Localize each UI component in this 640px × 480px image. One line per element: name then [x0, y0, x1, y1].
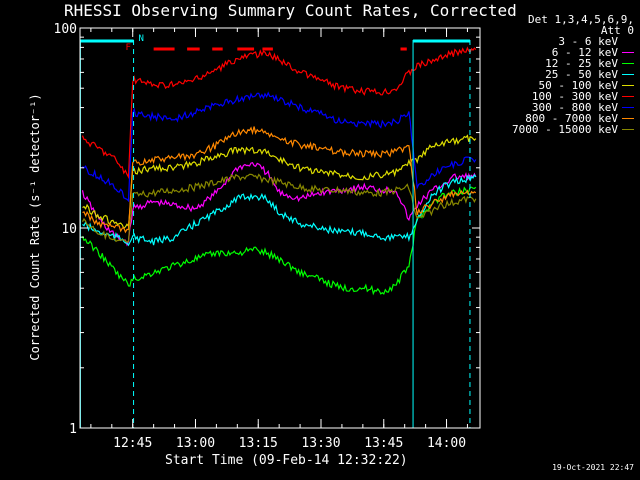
series-line-7 [82, 126, 477, 234]
axis-layer: 1 10 100 12:45 13:00 13:15 13:30 13:45 14:00 [54, 22, 481, 451]
legend-entry-3: 25 - 50 keV [464, 69, 634, 80]
x-tick-label-1: 13:00 [176, 436, 215, 451]
legend-label-8: 7000 - 15000 keV [512, 123, 618, 136]
legend-entry-0: 3 - 6 keV [464, 36, 634, 47]
series-line-0 [81, 173, 477, 327]
legend-swatch-8 [622, 129, 634, 130]
series-line-8 [81, 173, 477, 243]
flag-label-night: N [139, 34, 144, 44]
legend-swatch-2 [622, 63, 634, 64]
legend-header: Det 1,3,4,5,6,9, Att 0 [464, 14, 634, 36]
legend-swatch-4 [622, 85, 634, 86]
legend-swatch-6 [622, 107, 634, 108]
legend-swatch-7 [622, 118, 634, 119]
legend-label-1: 6 - 12 keV [551, 46, 618, 59]
legend-swatch-0 [622, 41, 634, 42]
legend-label-7: 800 - 7000 keV [525, 112, 618, 125]
legend-label-0: 3 - 6 keV [558, 35, 618, 48]
legend-entry-5: 100 - 300 keV [464, 91, 634, 102]
legend-entry-1: 6 - 12 keV [464, 47, 634, 58]
legend: Det 1,3,4,5,6,9, Att 0 3 - 6 keV 6 - 12 k… [464, 14, 634, 135]
series-line-4 [82, 134, 477, 230]
legend-entry-4: 50 - 100 keV [464, 80, 634, 91]
legend-swatch-3 [622, 74, 634, 75]
flag-label-flare: F [126, 43, 131, 53]
x-tick-label-0: 12:45 [113, 436, 152, 451]
series-line-6 [82, 91, 477, 203]
x-tick-label-3: 13:30 [301, 436, 340, 451]
series-line-1 [81, 161, 477, 247]
legend-entries: 3 - 6 keV 6 - 12 keV 12 - 25 keV 25 - 50 ke… [464, 36, 634, 135]
legend-entry-2: 12 - 25 keV [464, 58, 634, 69]
series-line-2 [81, 186, 477, 296]
legend-label-2: 12 - 25 keV [545, 57, 618, 70]
y-tick-label-1: 10 [61, 222, 77, 237]
y-tick-label-2: 100 [54, 22, 77, 37]
x-tick-label-2: 13:15 [239, 436, 278, 451]
x-axis-label: Start Time (09-Feb-14 12:32:22) [165, 453, 408, 468]
legend-label-3: 25 - 50 keV [545, 68, 618, 81]
plot-frame [79, 27, 481, 429]
generation-timestamp: 19-Oct-2021 22:47 [552, 463, 634, 472]
y-axis-label: Corrected Count Rate (s⁻¹ detector⁻¹) [28, 93, 42, 361]
legend-entry-7: 800 - 7000 keV [464, 113, 634, 124]
detector-list: Det 1,3,4,5,6,9, [528, 13, 634, 26]
x-tick-label-4: 13:45 [364, 436, 403, 451]
series-line-3 [82, 173, 477, 247]
legend-entry-6: 300 - 800 keV [464, 102, 634, 113]
y-tick-label-0: 1 [69, 422, 77, 437]
legend-swatch-1 [622, 52, 634, 53]
legend-entry-8: 7000 - 15000 keV [464, 124, 634, 135]
attenuator-state: Att 0 [600, 24, 634, 37]
chart-title: RHESSI Observing Summary Count Rates, Co… [64, 1, 517, 20]
legend-label-6: 300 - 800 keV [531, 101, 618, 114]
x-tick-label-5: 14:00 [427, 436, 466, 451]
legend-label-4: 50 - 100 keV [538, 79, 618, 92]
series-line-5 [81, 46, 477, 180]
legend-swatch-5 [622, 96, 634, 97]
series-layer [81, 46, 477, 327]
legend-label-5: 100 - 300 keV [531, 90, 618, 103]
